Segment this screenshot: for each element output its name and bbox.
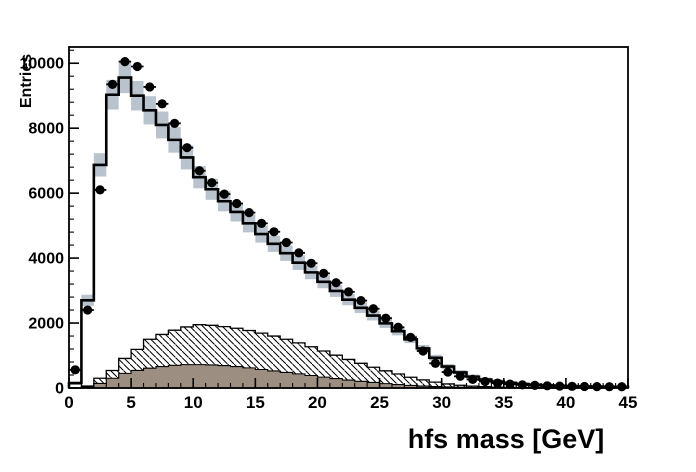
- data-point: [592, 382, 602, 392]
- data-point: [567, 381, 577, 391]
- data-point: [356, 296, 366, 306]
- data-point: [244, 208, 254, 218]
- data-point: [505, 379, 515, 389]
- data-point: [281, 237, 291, 248]
- data-point: [194, 166, 205, 176]
- data-point: [132, 61, 142, 72]
- data-point: [319, 268, 329, 278]
- data-point: [455, 371, 465, 381]
- y-tick-label: 6000: [28, 186, 64, 203]
- x-axis-title: hfs mass [GeV]: [408, 424, 605, 454]
- data-point: [294, 248, 304, 258]
- data-point: [83, 305, 93, 315]
- x-tick-label: 15: [246, 393, 265, 412]
- data-point: [343, 287, 354, 297]
- data-point: [393, 322, 403, 332]
- y-tick-label: 8000: [28, 121, 64, 138]
- x-tick-label: 25: [370, 393, 389, 412]
- data-point: [604, 382, 614, 392]
- plot-frame: [68, 46, 629, 389]
- y-tick-label: 10000: [20, 56, 65, 73]
- data-point: [306, 258, 316, 268]
- data-point: [542, 381, 552, 391]
- data-point: [120, 57, 130, 67]
- data-point: [157, 99, 167, 109]
- data-point: [430, 358, 441, 368]
- data-point: [95, 185, 105, 195]
- data-point: [331, 278, 341, 288]
- data-point: [443, 367, 453, 377]
- data-point: [256, 218, 267, 228]
- data-point: [107, 79, 118, 89]
- data-point: [579, 381, 590, 392]
- data-point: [169, 118, 180, 128]
- plot-layers: [67, 61, 630, 389]
- x-tick-label: 5: [126, 393, 135, 412]
- y-axis-title: Entries: [18, 54, 35, 108]
- x-tick-label: 45: [619, 393, 638, 412]
- data-point: [182, 143, 192, 153]
- data-points: [69, 57, 628, 392]
- data-point: [406, 332, 416, 342]
- data-point: [468, 374, 478, 384]
- y-tick-label: 2000: [28, 316, 64, 333]
- data-point: [555, 381, 565, 391]
- data-point: [418, 346, 428, 356]
- data-point: [530, 380, 540, 391]
- data-point: [145, 82, 155, 92]
- x-tick-label: 40: [556, 393, 575, 412]
- data-point: [492, 378, 503, 388]
- data-point: [70, 365, 80, 375]
- data-point: [480, 376, 490, 387]
- data-point: [617, 382, 627, 392]
- data-point: [219, 189, 229, 199]
- x-tick-label: 20: [308, 393, 327, 412]
- x-tick-label: 35: [494, 393, 513, 412]
- x-tick-label: 10: [184, 393, 203, 412]
- x-tick-label: 0: [64, 393, 73, 412]
- y-tick-label: 4000: [28, 251, 64, 268]
- data-point: [207, 178, 217, 188]
- data-point: [517, 380, 528, 390]
- y-tick-label: 0: [55, 381, 64, 398]
- data-point: [368, 304, 378, 314]
- total-mc-fill: [69, 77, 628, 388]
- data-point: [381, 313, 391, 323]
- x-tick-label: 30: [432, 393, 451, 412]
- data-point: [232, 198, 242, 209]
- data-point: [269, 227, 279, 237]
- axes-layer: 0 5 10 15 20 25 30 35 40 45 0 2000 4000 6000 8000 10000: [20, 46, 638, 412]
